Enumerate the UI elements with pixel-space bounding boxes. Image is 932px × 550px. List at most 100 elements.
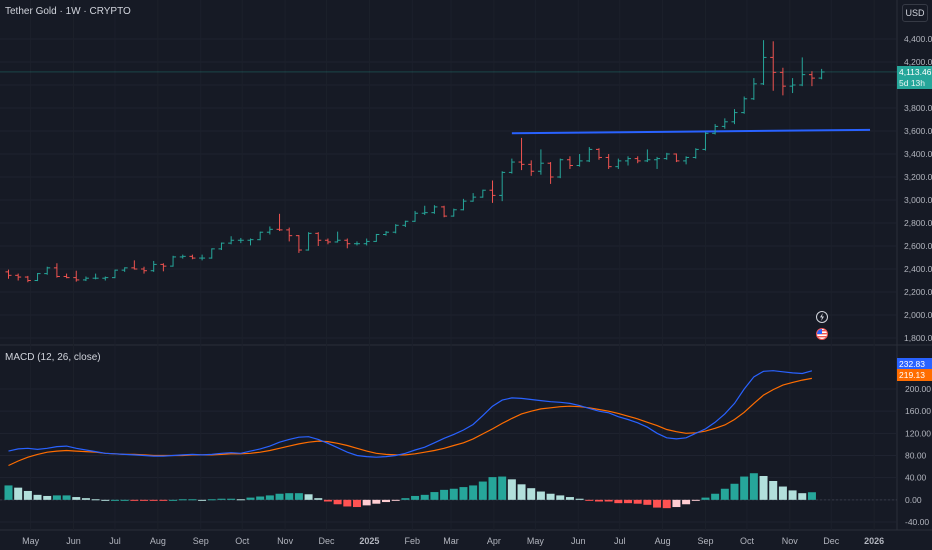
time-tick-label: Aug — [150, 536, 166, 546]
lightning-icon[interactable] — [816, 311, 828, 323]
macd-histogram-bar — [759, 476, 768, 500]
macd-histogram-bar — [4, 485, 13, 500]
time-tick-label: Sep — [697, 536, 713, 546]
macd-histogram-bar — [401, 498, 410, 500]
macd-histogram-bar — [478, 481, 487, 500]
time-tick-label: Sep — [193, 536, 209, 546]
macd-histogram-bar — [788, 490, 797, 500]
macd-line — [8, 370, 813, 458]
time-tick-label: Jul — [614, 536, 626, 546]
trendline — [511, 128, 871, 135]
macd-histogram-bar — [430, 492, 439, 500]
macd-histogram-bar — [333, 499, 342, 505]
ohlc-bar — [257, 231, 264, 241]
macd-histogram-bar — [62, 495, 71, 500]
macd-histogram-bar — [769, 480, 778, 500]
ohlc-bar — [683, 156, 690, 165]
ohlc-bar — [82, 276, 89, 282]
macd-histogram-bar — [217, 498, 226, 500]
ohlc-bar — [586, 147, 593, 163]
macd-value-label: 232.83 — [897, 358, 932, 370]
macd-histogram-bar — [314, 498, 323, 500]
macd-histogram-bar — [343, 499, 352, 507]
macd-histogram-bar — [527, 488, 536, 500]
us-flag-icon[interactable] — [816, 328, 828, 340]
macd-histogram-bar — [188, 499, 197, 501]
ohlc-bar — [663, 152, 670, 160]
macd-histogram-bar — [207, 499, 216, 501]
ohlc-bar — [479, 189, 486, 198]
time-tick-label: May — [527, 536, 545, 546]
macd-histogram-bar — [382, 499, 391, 503]
ohlc-bar — [625, 156, 632, 166]
ohlc-bar — [644, 149, 651, 163]
ohlc-bar — [170, 255, 177, 267]
macd-histogram-bar — [633, 499, 642, 504]
macd-histogram-bar — [807, 492, 816, 500]
ohlc-bar — [315, 232, 322, 246]
ohlc-bar — [53, 263, 60, 278]
macd-tick-label: 120.00 — [905, 428, 931, 438]
ohlc-bar — [15, 273, 22, 281]
macd-histogram-bar — [604, 499, 613, 502]
ohlc-bar — [499, 171, 506, 202]
macd-tick-label: 200.00 — [905, 384, 931, 394]
macd-histogram-bar — [507, 479, 516, 500]
ohlc-bar — [353, 241, 360, 246]
price-tick-label: 3,600.00 — [904, 126, 932, 136]
macd-histogram-bar — [682, 499, 691, 505]
price-tick-label: 3,000.00 — [904, 195, 932, 205]
macd-histogram-bar — [614, 499, 623, 504]
ohlc-bar — [470, 193, 477, 202]
macd-histogram-bar — [411, 495, 420, 500]
macd-histogram-bar — [110, 499, 119, 501]
ohlc-bar — [179, 254, 186, 259]
macd-histogram-bar — [159, 499, 168, 501]
ohlc-bar — [102, 276, 109, 281]
ohlc-bar — [392, 224, 399, 234]
macd-histogram-bar — [517, 484, 526, 500]
ohlc-bar — [63, 273, 70, 279]
macd-histogram-bar — [672, 499, 681, 508]
price-tick-label: 2,800.00 — [904, 218, 932, 228]
ohlc-bar — [121, 267, 128, 272]
price-tick-label: 2,200.00 — [904, 287, 932, 297]
ohlc-bar — [218, 242, 225, 251]
macd-histogram-bar — [420, 494, 429, 500]
macd-histogram-bar — [43, 495, 52, 500]
ohlc-bar — [334, 231, 341, 243]
ohlc-bar — [721, 118, 728, 129]
currency-button[interactable]: USD — [902, 4, 928, 22]
price-tick-label: 4,200.00 — [904, 57, 932, 67]
time-tick-label: Feb — [405, 536, 421, 546]
macd-histogram-bar — [565, 497, 574, 500]
macd-histogram-bar — [227, 498, 236, 500]
ohlc-bar — [383, 231, 390, 236]
macd-histogram-bar — [81, 498, 90, 500]
signal-value-label: 219.13 — [897, 369, 932, 381]
time-tick-label: 2026 — [864, 536, 884, 546]
ohlc-bar — [692, 148, 699, 159]
ohlc-bar — [615, 158, 622, 169]
macd-histogram-bar — [720, 488, 729, 500]
macd-histogram-bar — [198, 499, 207, 501]
macd-histogram-bar — [691, 499, 700, 501]
ohlc-bar — [421, 205, 428, 215]
macd-histogram-bar — [91, 499, 100, 501]
macd-histogram-bar — [701, 497, 710, 500]
macd-histogram-bar — [653, 499, 662, 508]
ohlc-bar — [576, 154, 583, 167]
ohlc-bar — [344, 238, 351, 249]
ohlc-bar — [489, 180, 496, 203]
macd-histogram-bar — [798, 493, 807, 500]
macd-histogram-bar — [449, 488, 458, 500]
macd-histogram-bar — [469, 485, 478, 500]
ohlc-bar — [150, 260, 157, 272]
ohlc-bar — [141, 266, 148, 274]
time-tick-label: Jun — [66, 536, 81, 546]
ohlc-bar — [557, 158, 564, 179]
macd-histogram-bar — [362, 499, 371, 506]
macd-histogram-bar — [749, 473, 758, 500]
